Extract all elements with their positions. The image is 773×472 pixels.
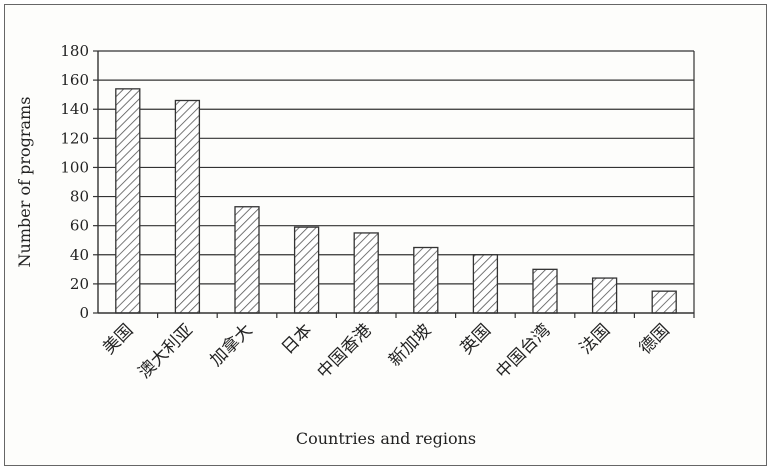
x-category-label: 法国 — [576, 320, 614, 358]
x-category-label: 美国 — [99, 320, 137, 358]
y-axis-title: Number of programs — [15, 97, 34, 268]
bar — [413, 246, 439, 314]
bars — [115, 88, 677, 314]
y-tick-label: 0 — [79, 304, 89, 322]
x-category-label: 加拿大 — [206, 320, 257, 371]
tick-labels: 0 20 40 60 80 100 120 140 160 180 美国澳大利亚 加拿大 日本中国香港新… — [60, 42, 673, 383]
bar — [115, 88, 141, 314]
x-axis-title: Countries and regions — [296, 429, 476, 448]
bar — [174, 99, 201, 314]
y-tick-label: 80 — [70, 188, 89, 206]
bar — [532, 268, 558, 314]
x-category-label: 德国 — [636, 320, 674, 358]
x-category-label: 中国台湾 — [492, 320, 554, 382]
x-category-label: 澳大利亚 — [135, 320, 197, 382]
x-category-label: 日本 — [278, 320, 316, 358]
y-tick-label: 140 — [60, 100, 89, 118]
y-tick-label: 60 — [70, 217, 89, 235]
y-tick-label: 120 — [60, 129, 89, 147]
x-category-label: 英国 — [457, 320, 495, 358]
bar — [591, 277, 618, 314]
x-category-label: 中国香港 — [314, 320, 376, 382]
bar — [472, 254, 499, 314]
x-category-label: 新加坡 — [385, 320, 435, 370]
y-tick-label: 20 — [70, 275, 89, 293]
axes — [93, 50, 695, 318]
y-tick-label: 100 — [60, 158, 89, 176]
y-tick-label: 160 — [60, 71, 89, 89]
y-tick-label: 40 — [70, 246, 89, 264]
bar — [353, 232, 379, 314]
y-tick-label: 180 — [60, 42, 89, 60]
bar — [234, 206, 260, 314]
bar — [293, 226, 320, 314]
bar — [651, 290, 677, 314]
